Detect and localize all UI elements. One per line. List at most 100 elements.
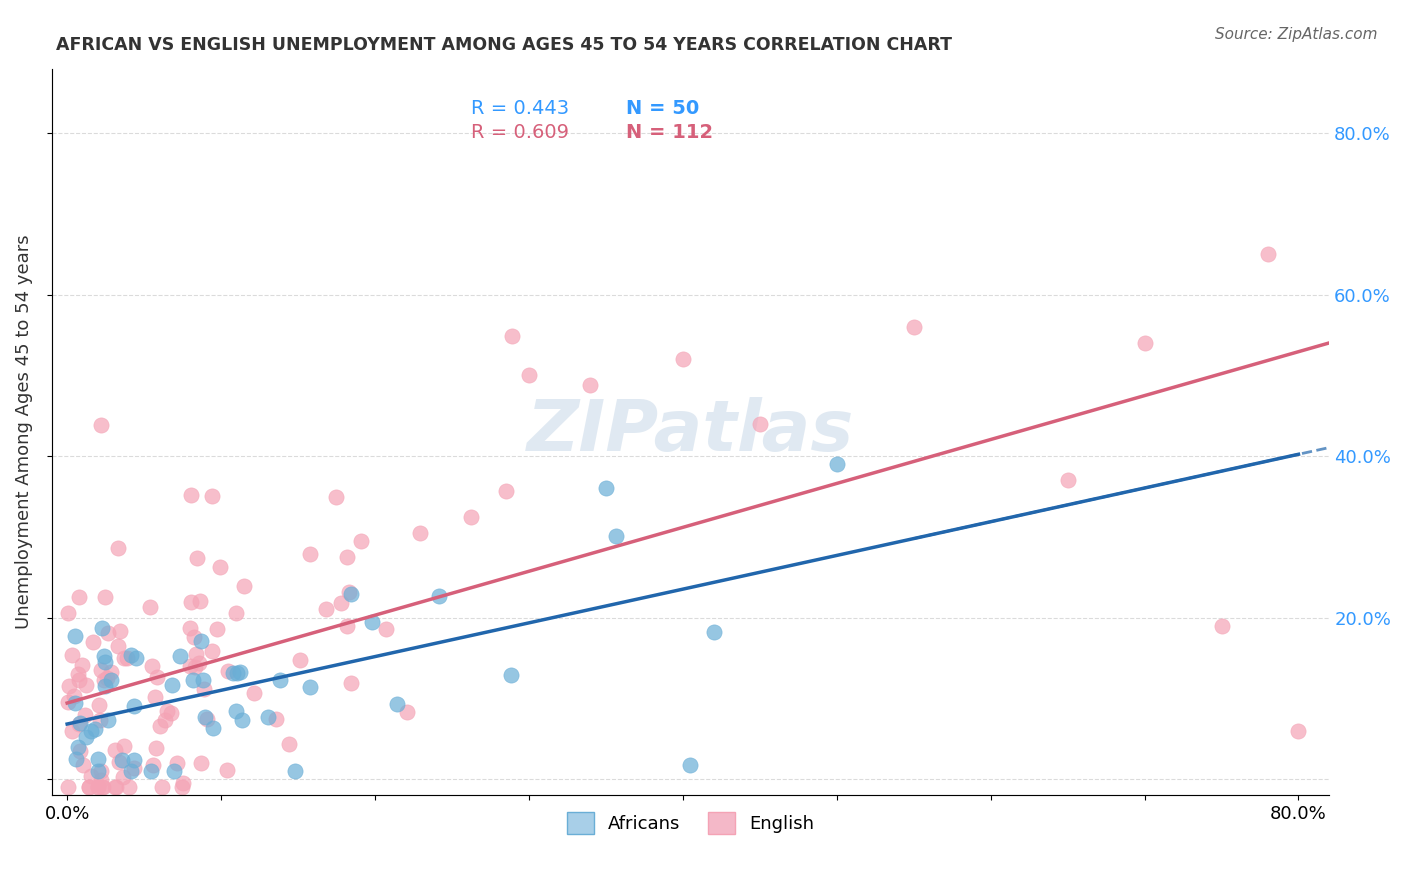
English bbox=[201, 644, 224, 658]
English bbox=[190, 756, 212, 770]
English bbox=[225, 606, 247, 620]
English bbox=[188, 594, 211, 608]
English bbox=[60, 648, 83, 663]
English bbox=[195, 712, 218, 726]
Africans bbox=[299, 680, 322, 694]
Africans bbox=[499, 668, 522, 682]
English bbox=[70, 658, 93, 673]
Africans bbox=[256, 709, 278, 723]
Africans bbox=[80, 724, 103, 739]
Africans bbox=[269, 673, 291, 687]
English bbox=[325, 491, 347, 505]
Africans bbox=[385, 697, 408, 711]
Africans bbox=[231, 713, 253, 727]
English bbox=[1133, 336, 1156, 351]
Africans bbox=[703, 624, 725, 639]
English bbox=[460, 510, 482, 524]
English bbox=[242, 686, 264, 700]
Africans bbox=[229, 665, 252, 679]
English bbox=[232, 579, 254, 593]
English bbox=[87, 698, 110, 713]
English bbox=[58, 679, 80, 693]
Africans bbox=[120, 648, 142, 662]
Africans bbox=[163, 764, 186, 779]
Y-axis label: Unemployment Among Ages 45 to 54 years: Unemployment Among Ages 45 to 54 years bbox=[15, 235, 32, 629]
Text: Source: ZipAtlas.com: Source: ZipAtlas.com bbox=[1215, 27, 1378, 42]
English bbox=[87, 780, 110, 795]
English bbox=[578, 378, 600, 392]
Africans bbox=[65, 751, 87, 765]
Africans bbox=[120, 764, 142, 779]
English bbox=[179, 659, 201, 673]
English bbox=[1211, 619, 1233, 633]
English bbox=[77, 780, 100, 795]
English bbox=[104, 780, 127, 795]
Text: R = 0.609: R = 0.609 bbox=[471, 123, 569, 142]
Africans bbox=[222, 665, 245, 680]
English bbox=[96, 671, 118, 685]
English bbox=[903, 320, 925, 334]
English bbox=[66, 666, 89, 681]
Africans bbox=[87, 752, 110, 766]
Africans bbox=[100, 673, 122, 687]
English bbox=[170, 780, 193, 795]
English bbox=[1288, 723, 1310, 738]
English bbox=[94, 590, 117, 604]
English bbox=[107, 541, 129, 556]
English bbox=[90, 417, 112, 432]
English bbox=[69, 744, 91, 758]
English bbox=[100, 665, 122, 679]
English bbox=[75, 707, 97, 722]
Africans bbox=[63, 696, 86, 710]
Africans bbox=[283, 764, 305, 779]
English bbox=[193, 682, 215, 697]
Africans bbox=[202, 721, 225, 735]
English bbox=[89, 713, 111, 727]
English bbox=[495, 484, 517, 499]
English bbox=[141, 659, 163, 673]
English bbox=[143, 690, 166, 705]
English bbox=[156, 704, 179, 718]
English bbox=[336, 550, 359, 565]
Text: ZIPatlas: ZIPatlas bbox=[527, 398, 855, 467]
Africans bbox=[190, 634, 212, 648]
Africans bbox=[122, 753, 145, 767]
Africans bbox=[193, 709, 215, 723]
English bbox=[56, 695, 79, 709]
Africans bbox=[191, 673, 214, 687]
Africans bbox=[825, 457, 848, 471]
Africans bbox=[93, 649, 115, 664]
Text: AFRICAN VS ENGLISH UNEMPLOYMENT AMONG AGES 45 TO 54 YEARS CORRELATION CHART: AFRICAN VS ENGLISH UNEMPLOYMENT AMONG AG… bbox=[56, 36, 952, 54]
Africans bbox=[361, 615, 384, 629]
English bbox=[91, 780, 114, 795]
English bbox=[112, 650, 135, 665]
English bbox=[150, 780, 173, 795]
English bbox=[395, 705, 418, 719]
English bbox=[90, 764, 112, 778]
English bbox=[179, 621, 201, 635]
English bbox=[278, 737, 301, 751]
English bbox=[112, 739, 135, 753]
Africans bbox=[111, 753, 134, 767]
Africans bbox=[63, 629, 86, 643]
English bbox=[60, 724, 83, 739]
English bbox=[82, 634, 104, 648]
English bbox=[166, 756, 188, 770]
English bbox=[80, 769, 103, 783]
English bbox=[104, 780, 127, 795]
English bbox=[340, 676, 363, 690]
English bbox=[288, 653, 311, 667]
English bbox=[56, 606, 79, 620]
English bbox=[180, 595, 202, 609]
English bbox=[111, 770, 134, 784]
English bbox=[146, 670, 169, 684]
English bbox=[1056, 474, 1078, 488]
Africans bbox=[141, 764, 163, 779]
Africans bbox=[83, 722, 105, 736]
Africans bbox=[225, 666, 247, 681]
English bbox=[153, 713, 176, 727]
English bbox=[188, 656, 211, 670]
English bbox=[117, 650, 139, 665]
Africans bbox=[75, 730, 97, 744]
English bbox=[183, 630, 205, 644]
